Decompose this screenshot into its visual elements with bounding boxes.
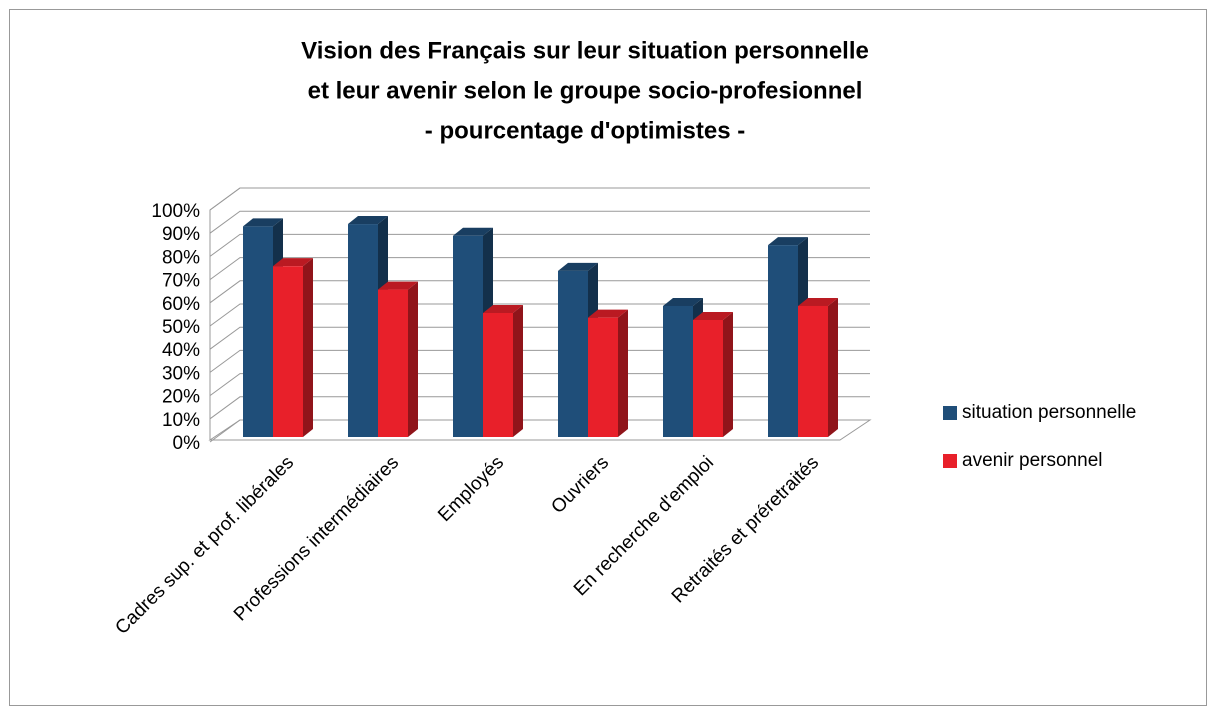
- grid-line: [209, 210, 870, 234]
- grid-line: [209, 280, 870, 304]
- grid-line: [209, 257, 870, 281]
- bar-side: [828, 297, 838, 437]
- bar-top: [243, 218, 283, 227]
- bar: [273, 266, 303, 437]
- bar: [348, 224, 378, 437]
- legend-swatch: [943, 406, 957, 420]
- bar: [453, 235, 483, 437]
- bar-top: [273, 258, 313, 267]
- grid-line: [209, 303, 870, 327]
- bar: [243, 226, 273, 437]
- chart-title: - pourcentage d'optimistes -: [425, 117, 745, 144]
- grid-line: [209, 326, 870, 350]
- grid-line: [209, 349, 870, 373]
- grid-line: [209, 373, 870, 397]
- bar-top: [768, 237, 808, 246]
- y-tick-label: 10%: [162, 410, 200, 431]
- legend-label: situation personnelle: [962, 402, 1136, 423]
- grid-line: [209, 396, 870, 420]
- y-tick-label: 20%: [162, 387, 200, 408]
- chart-title: et leur avenir selon le groupe socio-pro…: [308, 77, 863, 104]
- bar-top: [588, 309, 628, 318]
- bar-top: [378, 281, 418, 290]
- y-tick-label: 60%: [162, 294, 200, 315]
- bar-side: [513, 304, 523, 437]
- y-tick-label: 100%: [151, 201, 200, 222]
- bar: [663, 305, 693, 437]
- bar: [798, 305, 828, 437]
- y-tick-label: 80%: [162, 247, 200, 268]
- bar-top: [693, 312, 733, 320]
- y-tick-label: 0%: [173, 433, 201, 454]
- chart-title: Vision des Français sur leur situation p…: [301, 37, 869, 64]
- bar-top: [558, 262, 598, 271]
- y-tick-label: 90%: [162, 224, 200, 245]
- bar-side: [618, 309, 628, 437]
- y-tick-label: 30%: [162, 363, 200, 384]
- bar-top: [453, 227, 493, 236]
- bar: [693, 320, 723, 437]
- bar-top: [483, 304, 523, 313]
- bar-side: [303, 258, 313, 437]
- legend-label: avenir personnel: [962, 450, 1102, 471]
- bar: [378, 289, 408, 437]
- grid-line: [209, 419, 870, 443]
- bar: [483, 312, 513, 437]
- bar: [768, 245, 798, 437]
- bar-side: [408, 281, 418, 437]
- bar: [588, 317, 618, 437]
- bar-side: [723, 312, 733, 437]
- bar-top: [663, 297, 703, 306]
- bar-top: [348, 216, 388, 225]
- y-tick-label: 50%: [162, 317, 200, 338]
- y-tick-label: 40%: [162, 340, 200, 361]
- grid-line: [209, 233, 870, 257]
- grid-line: [209, 187, 870, 211]
- y-tick-label: 70%: [162, 271, 200, 292]
- bar: [558, 270, 588, 437]
- legend-swatch: [943, 454, 957, 468]
- bar-top: [798, 297, 838, 306]
